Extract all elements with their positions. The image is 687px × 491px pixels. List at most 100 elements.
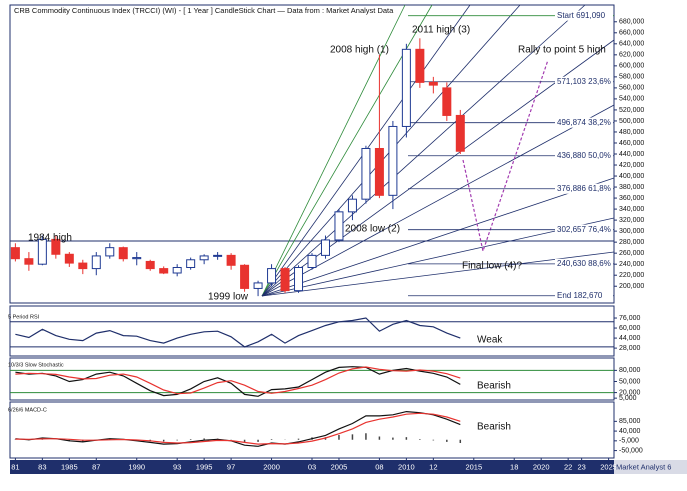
fib-label-bg [555, 117, 613, 128]
chart-title: CRB Commodity Continuous Index (TRCCI) (… [14, 6, 394, 15]
fib-label: Start 691,090 [557, 11, 606, 20]
candle-body [442, 87, 452, 116]
x-tick-label: 2010 [398, 462, 415, 471]
y-tick-label: 500,000 [619, 118, 644, 125]
x-tick-label: 22 [564, 462, 572, 471]
fan-line [261, 177, 615, 297]
x-tick-label: 08 [375, 462, 383, 471]
y-tick-label: 400,000 [619, 173, 644, 180]
candle-body [415, 48, 425, 83]
x-tick-label: 03 [308, 462, 316, 471]
annotation: 1999 low [208, 292, 249, 303]
y-tick-label: 200,000 [619, 283, 644, 290]
y-tick-label: 76,000 [619, 315, 641, 322]
fan-lines [261, 4, 615, 297]
candle-body [267, 268, 277, 284]
candle-body [213, 254, 223, 257]
panel-title: 6/26/6 MACD-C [8, 407, 47, 413]
x-tick-label: 1985 [61, 462, 78, 471]
y-tick-label: 480,000 [619, 129, 644, 136]
x-tick-label: 97 [227, 462, 235, 471]
annotation: Final low (4)? [462, 261, 522, 272]
x-tick-label: 1990 [128, 462, 145, 471]
candle-body [10, 247, 20, 260]
x-tick-label: 2020 [533, 462, 550, 471]
y-tick-label: 520,000 [619, 107, 644, 114]
annotation: Bearish [477, 422, 511, 433]
y-tick-label: 600,000 [619, 63, 644, 70]
candle-body [172, 266, 182, 274]
fib-label-bg [555, 224, 613, 235]
candle-body [334, 211, 344, 241]
x-tick-label: 1995 [196, 462, 213, 471]
y-tick-label: 540,000 [619, 96, 644, 103]
candle-body [51, 238, 61, 255]
y-tick-label: 240,000 [619, 261, 644, 268]
candle-body [91, 255, 101, 270]
fib-label-bg [555, 290, 613, 301]
x-tick-label: 2025 [600, 462, 617, 471]
y-tick-label: 680,000 [619, 19, 644, 26]
y-tick-label: 44,000 [619, 335, 641, 342]
candle-body [347, 198, 357, 213]
y-tick-label: 580,000 [619, 74, 644, 81]
x-tick-label: 23 [577, 462, 585, 471]
candle-body [307, 254, 317, 268]
y-tick-label: 460,000 [619, 140, 644, 147]
y-tick-label: 300,000 [619, 228, 644, 235]
candle-body [78, 262, 88, 270]
y-tick-label: -50,000 [619, 447, 643, 454]
x-tick-label: 2000 [263, 462, 280, 471]
y-tick-label: 20,000 [619, 389, 641, 396]
fib-label-bg [555, 76, 613, 87]
y-tick-label: 85,000 [619, 418, 641, 425]
candle-body [226, 254, 236, 266]
annotation: 1984 high [28, 233, 72, 244]
candle-body [24, 258, 34, 265]
fan-line [261, 4, 406, 297]
x-tick-label: 18 [510, 462, 518, 471]
candle-body [401, 48, 411, 127]
candle-body [132, 257, 142, 260]
candle-body [455, 114, 465, 152]
series-line [15, 317, 461, 348]
candle-body [361, 147, 371, 200]
candle-body [428, 81, 438, 86]
fib-label-bg [555, 150, 613, 161]
annotation: Rally to point 5 high [518, 45, 606, 56]
fib-label-bg [555, 10, 613, 21]
candle-body [280, 268, 290, 292]
y-tick-label: 440,000 [619, 151, 644, 158]
series-line [15, 410, 461, 447]
footer: Market Analyst 6 [616, 462, 671, 471]
candle-body [240, 264, 250, 289]
y-tick-label: 320,000 [619, 217, 644, 224]
y-tick-label: 420,000 [619, 162, 644, 169]
candle-body [374, 147, 384, 196]
candle-body [199, 255, 209, 261]
footer-strip [614, 460, 687, 474]
candle-body [37, 238, 47, 265]
y-tick-label: 260,000 [619, 250, 644, 257]
y-tick-label: 80,000 [619, 367, 641, 374]
candle-body [64, 253, 74, 264]
fib-label-bg [555, 183, 613, 194]
x-tick-label: 2015 [465, 462, 482, 471]
fan-line [261, 4, 586, 297]
candle-body [105, 247, 115, 257]
series-line [15, 366, 461, 395]
panel-title: 5 Period RSI [8, 314, 40, 320]
y-tick-label: 280,000 [619, 239, 644, 246]
x-tick-label: 87 [92, 462, 100, 471]
x-tick-label: 2005 [331, 462, 348, 471]
series-line [15, 366, 461, 397]
annotation: 2008 low (2) [345, 224, 400, 235]
y-tick-label: 620,000 [619, 52, 644, 59]
candle-body [145, 260, 155, 270]
candle-body [253, 282, 263, 289]
annotation: Weak [477, 335, 503, 346]
annotation: 2011 high (3) [412, 25, 470, 36]
fan-line [261, 104, 615, 297]
